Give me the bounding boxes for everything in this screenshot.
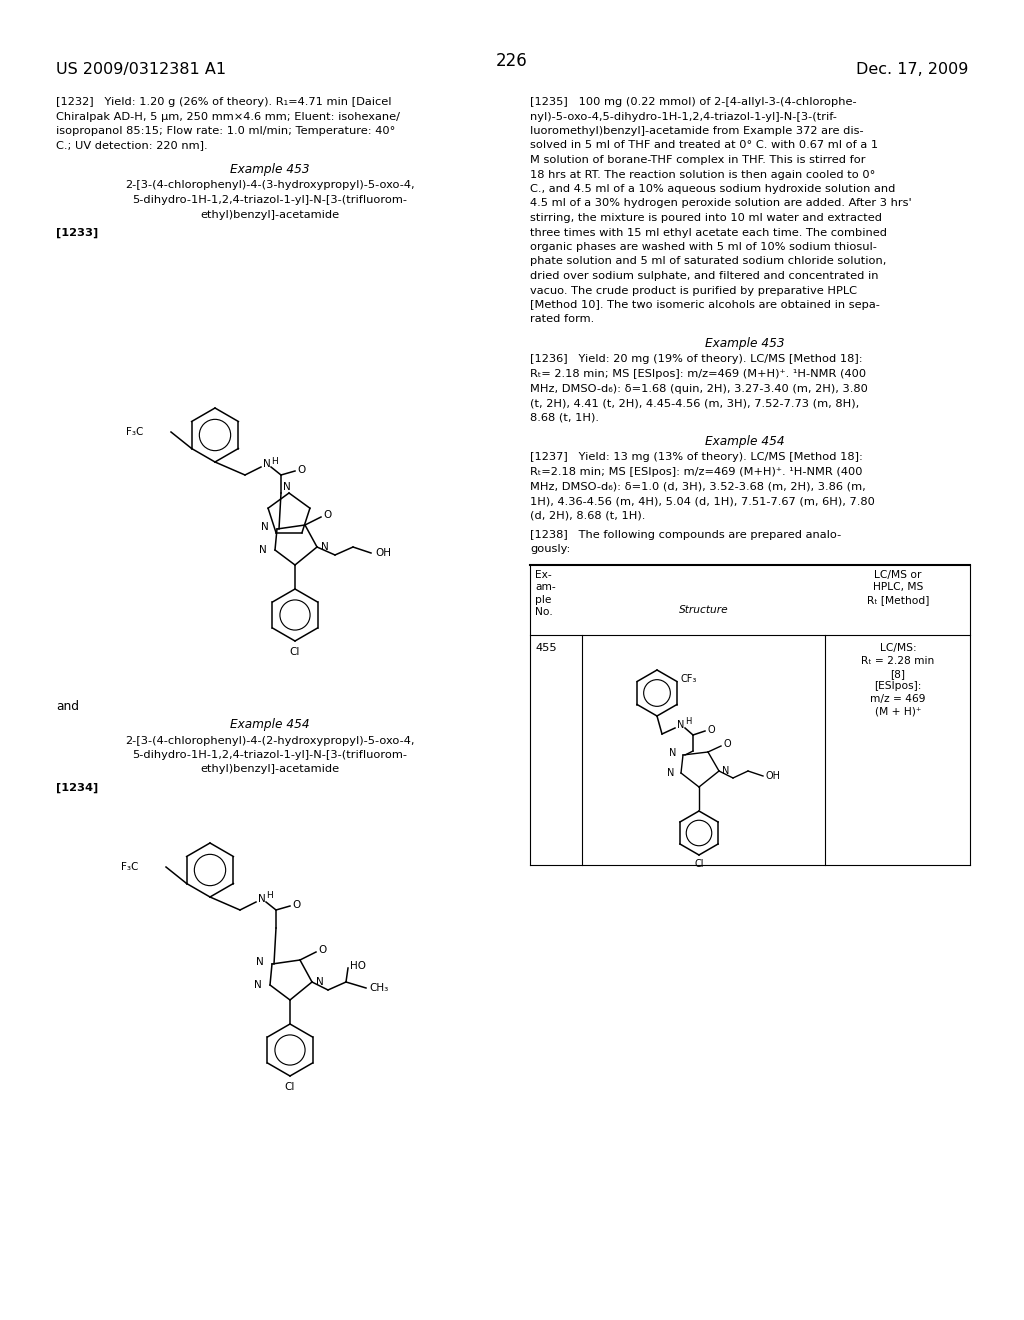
Text: F₃C: F₃C <box>126 426 143 437</box>
Text: ethyl)benzyl]-acetamide: ethyl)benzyl]-acetamide <box>201 764 340 775</box>
Text: H: H <box>271 457 278 466</box>
Text: [1233]: [1233] <box>56 228 98 239</box>
Text: rated form.: rated form. <box>530 314 594 325</box>
Text: ethyl)benzyl]-acetamide: ethyl)benzyl]-acetamide <box>201 210 340 219</box>
Text: US 2009/0312381 A1: US 2009/0312381 A1 <box>56 62 226 77</box>
Text: N: N <box>677 719 684 730</box>
Text: O: O <box>297 465 305 475</box>
Text: Cl: Cl <box>285 1082 295 1092</box>
Text: 18 hrs at RT. The reaction solution is then again cooled to 0°: 18 hrs at RT. The reaction solution is t… <box>530 169 876 180</box>
Text: N: N <box>283 482 291 492</box>
Text: 1H), 4.36-4.56 (m, 4H), 5.04 (d, 1H), 7.51-7.67 (m, 6H), 7.80: 1H), 4.36-4.56 (m, 4H), 5.04 (d, 1H), 7.… <box>530 496 874 506</box>
Text: nyl)-5-oxo-4,5-dihydro-1H-1,2,4-triazol-1-yl]-N-[3-(trif-: nyl)-5-oxo-4,5-dihydro-1H-1,2,4-triazol-… <box>530 111 837 121</box>
Text: [1234]: [1234] <box>56 783 98 793</box>
Text: OH: OH <box>766 771 781 781</box>
Text: N: N <box>258 894 266 904</box>
Text: N: N <box>667 768 674 777</box>
Text: H: H <box>685 718 691 726</box>
Text: O: O <box>707 725 715 735</box>
Text: O: O <box>292 900 300 909</box>
Text: F₃C: F₃C <box>121 862 138 873</box>
Text: dried over sodium sulphate, and filtered and concentrated in: dried over sodium sulphate, and filtered… <box>530 271 879 281</box>
Text: 4.5 ml of a 30% hydrogen peroxide solution are added. After 3 hrs': 4.5 ml of a 30% hydrogen peroxide soluti… <box>530 198 911 209</box>
Text: LC/MS or
HPLC, MS
Rₜ [Method]: LC/MS or HPLC, MS Rₜ [Method] <box>866 570 929 605</box>
Text: N: N <box>259 545 267 554</box>
Text: [1235]   100 mg (0.22 mmol) of 2-[4-allyl-3-(4-chlorophe-: [1235] 100 mg (0.22 mmol) of 2-[4-allyl-… <box>530 96 857 107</box>
Text: 226: 226 <box>496 51 528 70</box>
Text: CH₃: CH₃ <box>369 983 388 993</box>
Text: stirring, the mixture is poured into 10 ml water and extracted: stirring, the mixture is poured into 10 … <box>530 213 882 223</box>
Text: Cl: Cl <box>694 859 703 869</box>
Text: [1238]   The following compounds are prepared analo-: [1238] The following compounds are prepa… <box>530 531 842 540</box>
Text: Example 454: Example 454 <box>230 718 310 731</box>
Text: solved in 5 ml of THF and treated at 0° C. with 0.67 ml of a 1: solved in 5 ml of THF and treated at 0° … <box>530 140 879 150</box>
Text: 2-[3-(4-chlorophenyl)-4-(3-hydroxypropyl)-5-oxo-4,: 2-[3-(4-chlorophenyl)-4-(3-hydroxypropyl… <box>125 181 415 190</box>
Text: 5-dihydro-1H-1,2,4-triazol-1-yl]-N-[3-(trifluorom-: 5-dihydro-1H-1,2,4-triazol-1-yl]-N-[3-(t… <box>132 750 408 760</box>
Text: [1232]   Yield: 1.20 g (26% of theory). R₁=4.71 min [Daicel: [1232] Yield: 1.20 g (26% of theory). R₁… <box>56 96 391 107</box>
Text: 2-[3-(4-chlorophenyl)-4-(2-hydroxypropyl)-5-oxo-4,: 2-[3-(4-chlorophenyl)-4-(2-hydroxypropyl… <box>125 735 415 746</box>
Text: 5-dihydro-1H-1,2,4-triazol-1-yl]-N-[3-(trifluorom-: 5-dihydro-1H-1,2,4-triazol-1-yl]-N-[3-(t… <box>132 195 408 205</box>
Text: Rₜ= 2.18 min; MS [ESIpos]: m/z=469 (M+H)⁺. ¹H-NMR (400: Rₜ= 2.18 min; MS [ESIpos]: m/z=469 (M+H)… <box>530 370 866 379</box>
Text: three times with 15 ml ethyl acetate each time. The combined: three times with 15 ml ethyl acetate eac… <box>530 227 887 238</box>
Text: OH: OH <box>375 548 391 558</box>
Text: 455: 455 <box>535 643 557 653</box>
Text: N: N <box>256 957 264 968</box>
Text: HO: HO <box>350 961 366 972</box>
Text: CF₃: CF₃ <box>681 675 697 685</box>
Text: isopropanol 85:15; Flow rate: 1.0 ml/min; Temperature: 40°: isopropanol 85:15; Flow rate: 1.0 ml/min… <box>56 125 395 136</box>
Text: [Method 10]. The two isomeric alcohols are obtained in sepa-: [Method 10]. The two isomeric alcohols a… <box>530 300 880 310</box>
Text: luoromethyl)benzyl]-acetamide from Example 372 are dis-: luoromethyl)benzyl]-acetamide from Examp… <box>530 125 863 136</box>
Text: C.; UV detection: 220 nm].: C.; UV detection: 220 nm]. <box>56 140 208 150</box>
Text: 8.68 (t, 1H).: 8.68 (t, 1H). <box>530 412 599 422</box>
Text: N: N <box>669 748 676 758</box>
Text: N: N <box>261 521 269 532</box>
Text: gously:: gously: <box>530 544 570 554</box>
Text: [1237]   Yield: 13 mg (13% of theory). LC/MS [Method 18]:: [1237] Yield: 13 mg (13% of theory). LC/… <box>530 453 863 462</box>
Text: (d, 2H), 8.68 (t, 1H).: (d, 2H), 8.68 (t, 1H). <box>530 511 645 520</box>
Text: Ex-
am-
ple
No.: Ex- am- ple No. <box>535 570 556 618</box>
Text: M solution of borane-THF complex in THF. This is stirred for: M solution of borane-THF complex in THF.… <box>530 154 865 165</box>
Text: Example 453: Example 453 <box>230 162 310 176</box>
Text: Cl: Cl <box>290 647 300 657</box>
Text: LC/MS:
Rₜ = 2.28 min
[8]
[ESIpos]:
m/z = 469
(M + H)⁺: LC/MS: Rₜ = 2.28 min [8] [ESIpos]: m/z =… <box>861 643 935 717</box>
Text: vacuo. The crude product is purified by preparative HPLC: vacuo. The crude product is purified by … <box>530 285 857 296</box>
Text: phate solution and 5 ml of saturated sodium chloride solution,: phate solution and 5 ml of saturated sod… <box>530 256 887 267</box>
Text: Rₜ=2.18 min; MS [ESIpos]: m/z=469 (M+H)⁺. ¹H-NMR (400: Rₜ=2.18 min; MS [ESIpos]: m/z=469 (M+H)⁺… <box>530 467 862 477</box>
Text: (t, 2H), 4.41 (t, 2H), 4.45-4.56 (m, 3H), 7.52-7.73 (m, 8H),: (t, 2H), 4.41 (t, 2H), 4.45-4.56 (m, 3H)… <box>530 399 859 408</box>
Text: H: H <box>266 891 272 900</box>
Text: Structure: Structure <box>679 605 728 615</box>
Text: Chiralpak AD-H, 5 μm, 250 mm×4.6 mm; Eluent: isohexane/: Chiralpak AD-H, 5 μm, 250 mm×4.6 mm; Elu… <box>56 111 400 121</box>
Text: N: N <box>321 543 329 552</box>
Text: and: and <box>56 700 79 713</box>
Text: N: N <box>254 979 262 990</box>
Text: O: O <box>323 510 331 520</box>
Text: O: O <box>723 739 731 748</box>
Text: N: N <box>316 977 324 987</box>
Text: organic phases are washed with 5 ml of 10% sodium thiosul-: organic phases are washed with 5 ml of 1… <box>530 242 877 252</box>
Text: Dec. 17, 2009: Dec. 17, 2009 <box>856 62 968 77</box>
Text: O: O <box>318 945 327 954</box>
Text: [1236]   Yield: 20 mg (19% of theory). LC/MS [Method 18]:: [1236] Yield: 20 mg (19% of theory). LC/… <box>530 355 862 364</box>
Text: N: N <box>722 766 729 776</box>
Text: MHz, DMSO-d₆): δ=1.0 (d, 3H), 3.52-3.68 (m, 2H), 3.86 (m,: MHz, DMSO-d₆): δ=1.0 (d, 3H), 3.52-3.68 … <box>530 482 865 491</box>
Text: C., and 4.5 ml of a 10% aqueous sodium hydroxide solution and: C., and 4.5 ml of a 10% aqueous sodium h… <box>530 183 895 194</box>
Text: N: N <box>263 459 270 469</box>
Text: Example 454: Example 454 <box>706 436 784 447</box>
Text: Example 453: Example 453 <box>706 337 784 350</box>
Text: MHz, DMSO-d₆): δ=1.68 (quin, 2H), 3.27-3.40 (m, 2H), 3.80: MHz, DMSO-d₆): δ=1.68 (quin, 2H), 3.27-3… <box>530 384 868 393</box>
